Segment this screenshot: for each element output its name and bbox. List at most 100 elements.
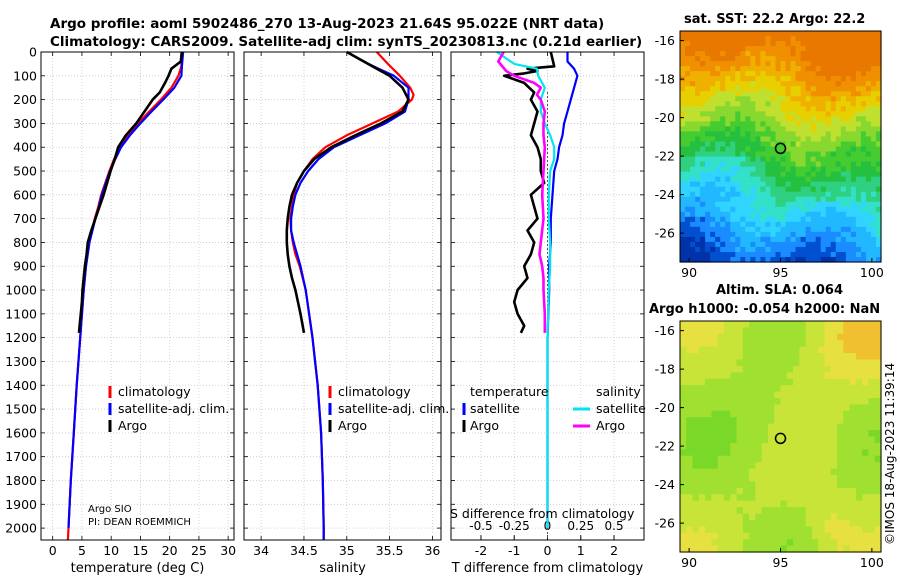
map-cell	[705, 86, 711, 92]
map-cell	[820, 71, 827, 77]
map-cell	[770, 181, 777, 188]
map-cell	[837, 365, 844, 373]
map-cell	[860, 116, 867, 122]
map-cell	[765, 51, 772, 57]
map-cell	[835, 41, 842, 47]
map-cell	[736, 385, 744, 393]
map-cell	[818, 327, 826, 335]
map-cell	[698, 475, 706, 483]
map-cell	[770, 131, 777, 138]
map-cell	[865, 86, 872, 92]
map-x-tick-label: 95	[773, 555, 789, 570]
map-cell	[755, 532, 763, 540]
map-cell	[811, 513, 819, 521]
map-cell	[830, 76, 837, 82]
map-cell	[705, 76, 711, 82]
map-cell	[695, 216, 701, 223]
map-cell	[700, 241, 706, 248]
map-cell	[740, 61, 746, 67]
map-cell	[742, 359, 750, 367]
map-cell	[837, 372, 844, 380]
map-cell	[830, 526, 838, 534]
map-cell	[780, 236, 787, 243]
map-cell	[824, 532, 832, 540]
map-cell	[850, 76, 857, 82]
map-cell	[874, 494, 882, 502]
map-cell	[865, 221, 872, 228]
map-cell	[755, 251, 762, 258]
map-cell	[705, 156, 711, 163]
map-cell	[715, 81, 721, 87]
map-cell	[793, 526, 800, 534]
map-cell	[723, 385, 731, 393]
map-cell	[790, 241, 797, 248]
map-cell	[723, 442, 731, 450]
map-cell	[800, 101, 807, 107]
x-tick-label: 36	[424, 543, 440, 558]
map-cell	[685, 256, 691, 263]
map-cell	[855, 539, 863, 547]
map-cell	[785, 161, 792, 168]
map-cell	[770, 241, 777, 248]
map-cell	[815, 256, 822, 263]
map-cell	[835, 176, 842, 183]
map-cell	[820, 131, 827, 138]
map-cell	[845, 61, 852, 67]
map-cell	[780, 251, 787, 258]
map-cell	[715, 86, 721, 92]
map-cell	[680, 86, 686, 92]
map-cell	[835, 236, 842, 243]
map-cell	[850, 31, 857, 37]
map-cell	[742, 404, 750, 412]
map-cell	[720, 56, 726, 62]
map-cell	[870, 81, 877, 87]
map-cell	[767, 359, 775, 367]
map-cell	[725, 156, 731, 163]
map-cell	[686, 449, 694, 457]
map-cell	[775, 251, 782, 258]
map-cell	[849, 507, 857, 515]
map-cell	[700, 231, 706, 238]
map-cell	[855, 111, 862, 117]
map-cell	[824, 372, 832, 380]
map-cell	[862, 321, 870, 329]
map-cell	[723, 391, 731, 399]
map-cell	[715, 111, 721, 117]
map-cell	[736, 481, 744, 489]
map-cell	[690, 101, 696, 107]
map-cell	[785, 171, 792, 178]
map-cell	[865, 41, 872, 47]
map-cell	[711, 487, 719, 495]
map-cell	[750, 66, 756, 72]
map-cell	[835, 221, 842, 228]
map-cell	[810, 41, 817, 47]
map-cell	[755, 156, 762, 163]
map-cell	[830, 532, 838, 540]
map-cell	[799, 391, 807, 399]
map-cell	[830, 365, 838, 373]
map-cell	[750, 101, 756, 107]
map-cell	[730, 398, 738, 406]
map-cell	[837, 462, 844, 470]
map-cell	[865, 166, 872, 173]
map-cell	[793, 532, 800, 540]
map-cell	[765, 231, 772, 238]
map-cell	[730, 417, 738, 425]
map-cell	[700, 81, 706, 87]
map-cell	[865, 36, 872, 42]
map-cell	[874, 404, 882, 412]
map-cell	[742, 430, 750, 438]
map-cell	[711, 365, 719, 373]
map-cell	[700, 36, 706, 42]
map-cell	[818, 462, 826, 470]
map-cell	[845, 71, 852, 77]
map-cell	[705, 391, 713, 399]
map-cell	[774, 365, 782, 373]
map-cell	[680, 423, 687, 431]
map-cell	[840, 31, 847, 37]
map-cell	[695, 176, 701, 183]
x-tick-label: 15	[132, 543, 148, 558]
map-cell	[705, 96, 711, 102]
map-cell	[760, 211, 767, 218]
map-cell	[860, 51, 867, 57]
